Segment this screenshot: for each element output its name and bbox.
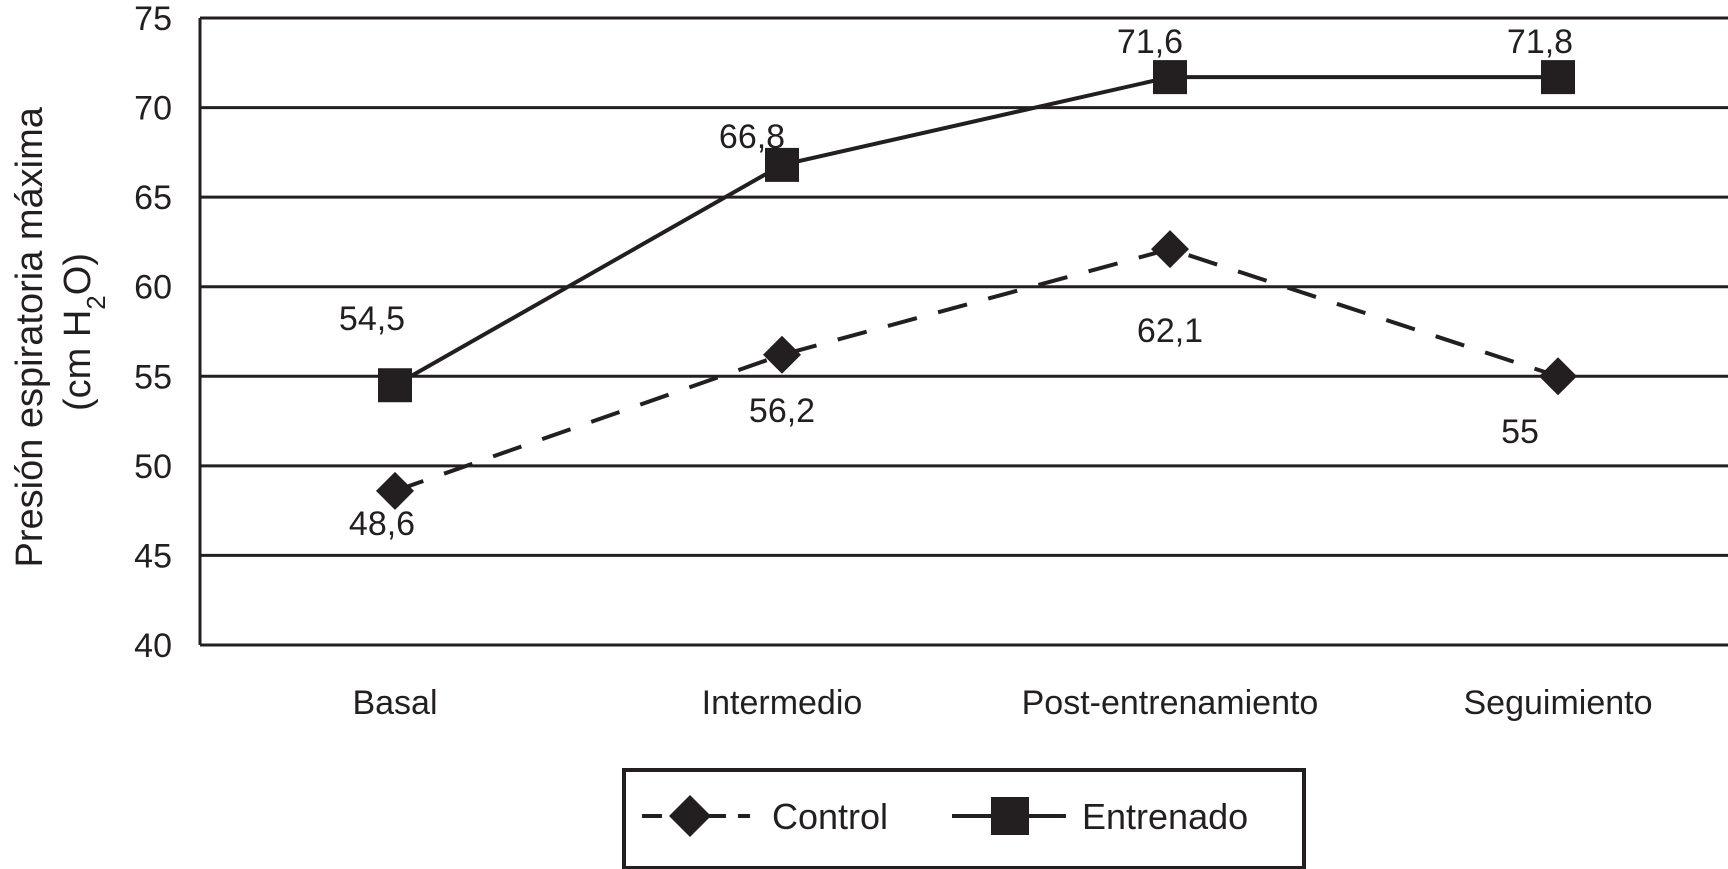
data-label-entrenado: 66,8 (719, 118, 785, 156)
y-tick-label: 65 (134, 179, 172, 217)
y-axis-title-prefix: (cm H (57, 310, 99, 411)
legend: Control Entrenado (622, 768, 1306, 869)
data-point-entrenado (765, 147, 799, 182)
legend-label-control: Control (772, 796, 888, 837)
y-tick-label: 40 (134, 627, 172, 665)
series-line-control (394, 247, 1559, 493)
data-point-control (763, 335, 801, 374)
y-tick-label: 45 (134, 537, 172, 575)
legend-marker-control (669, 795, 711, 837)
y-axis-title-line2: (cm H2O) (57, 253, 111, 411)
x-category-label: Intermedio (702, 684, 863, 722)
data-point-entrenado (378, 368, 412, 403)
data-point-entrenado (1153, 60, 1187, 95)
data-label-control: 56,2 (749, 392, 815, 430)
y-tick-label: 75 (134, 0, 172, 38)
series-line-entrenado (394, 75, 1558, 387)
data-label-entrenado: 71,8 (1507, 23, 1573, 61)
y-tick-labels: 40 45 50 55 60 65 70 75 (134, 0, 172, 665)
y-axis-title-subscript: 2 (81, 295, 111, 309)
grid-layer (198, 16, 1728, 647)
x-category-label: Post-entrenamiento (1022, 684, 1319, 722)
legend-box (622, 768, 1306, 869)
legend-label-entrenado: Entrenado (1082, 796, 1248, 837)
y-axis-title-suffix: O) (57, 253, 99, 295)
data-label-control: 55 (1501, 413, 1539, 451)
y-tick-label: 55 (134, 358, 172, 396)
y-tick-label: 70 (134, 90, 172, 128)
data-point-control (376, 471, 414, 510)
data-label-entrenado: 54,5 (339, 300, 405, 338)
x-category-labels: Basal Intermedio Post-entrenamiento Seguimi… (352, 684, 1652, 722)
data-label-control: 62,1 (1137, 312, 1203, 350)
y-axis-title-line1: Presión espiratoria máxima (9, 106, 51, 567)
y-tick-label: 50 (134, 448, 172, 486)
x-category-label: Seguimiento (1463, 684, 1652, 722)
series-layer (376, 60, 1577, 510)
y-tick-label: 60 (134, 269, 172, 307)
data-point-control (1539, 357, 1577, 396)
data-label-entrenado: 71,6 (1117, 23, 1183, 61)
data-point-entrenado (1541, 60, 1575, 95)
data-label-control: 48,6 (349, 505, 415, 543)
data-labels: 48,6 56,2 62,1 55 54,5 66,8 71,6 71,8 (339, 23, 1573, 543)
data-point-control (1151, 230, 1189, 269)
legend-items: Control Entrenado (642, 795, 1248, 837)
y-axis-title: Presión espiratoria máxima (cm H2O) (9, 97, 111, 568)
legend-marker-entrenado (991, 797, 1029, 835)
x-category-label: Basal (352, 684, 437, 722)
